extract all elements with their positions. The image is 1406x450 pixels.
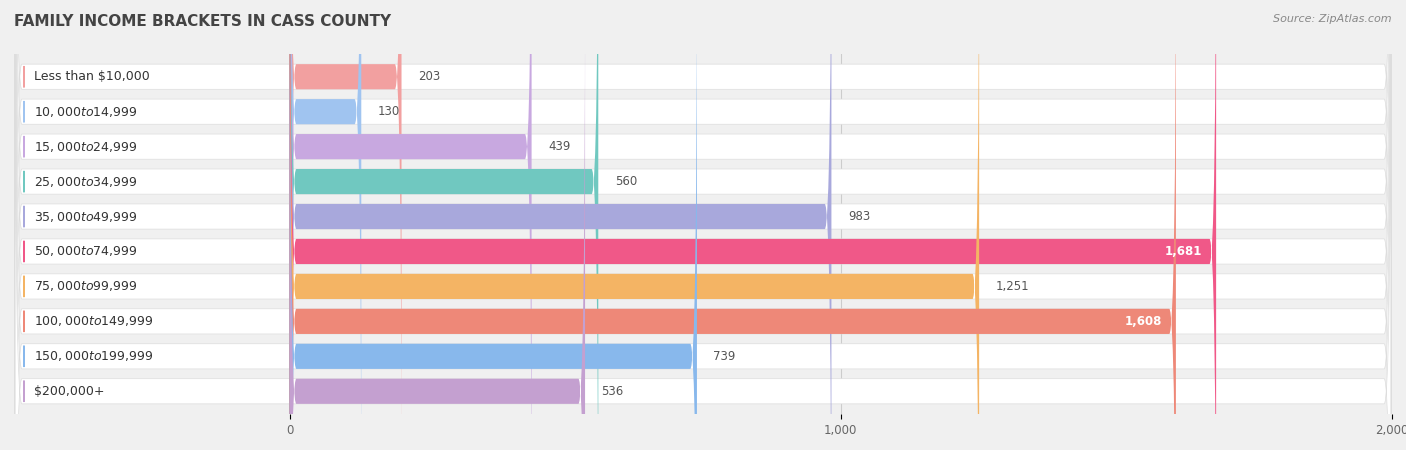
- FancyBboxPatch shape: [15, 0, 1391, 450]
- Text: $25,000 to $34,999: $25,000 to $34,999: [34, 175, 138, 189]
- Text: $35,000 to $49,999: $35,000 to $49,999: [34, 210, 138, 224]
- FancyBboxPatch shape: [15, 0, 1391, 450]
- Text: $75,000 to $99,999: $75,000 to $99,999: [34, 279, 138, 293]
- FancyBboxPatch shape: [15, 0, 1391, 450]
- Text: 536: 536: [602, 385, 624, 398]
- FancyBboxPatch shape: [290, 0, 585, 450]
- FancyBboxPatch shape: [290, 0, 531, 450]
- FancyBboxPatch shape: [290, 0, 697, 450]
- Text: 1,251: 1,251: [995, 280, 1029, 293]
- FancyBboxPatch shape: [290, 0, 1216, 450]
- FancyBboxPatch shape: [290, 0, 1175, 450]
- Text: 439: 439: [548, 140, 571, 153]
- Text: 983: 983: [848, 210, 870, 223]
- FancyBboxPatch shape: [290, 0, 831, 450]
- Text: Source: ZipAtlas.com: Source: ZipAtlas.com: [1274, 14, 1392, 23]
- Text: $10,000 to $14,999: $10,000 to $14,999: [34, 105, 138, 119]
- Text: 739: 739: [713, 350, 735, 363]
- FancyBboxPatch shape: [15, 0, 1391, 450]
- Text: $200,000+: $200,000+: [34, 385, 104, 398]
- FancyBboxPatch shape: [15, 0, 1391, 450]
- Text: 560: 560: [614, 175, 637, 188]
- Text: 1,681: 1,681: [1166, 245, 1202, 258]
- Text: 203: 203: [418, 70, 440, 83]
- Text: $150,000 to $199,999: $150,000 to $199,999: [34, 349, 153, 363]
- Text: $100,000 to $149,999: $100,000 to $149,999: [34, 315, 153, 328]
- FancyBboxPatch shape: [290, 0, 402, 450]
- FancyBboxPatch shape: [15, 0, 1391, 450]
- Text: FAMILY INCOME BRACKETS IN CASS COUNTY: FAMILY INCOME BRACKETS IN CASS COUNTY: [14, 14, 391, 28]
- FancyBboxPatch shape: [15, 0, 1391, 450]
- FancyBboxPatch shape: [15, 0, 1391, 450]
- FancyBboxPatch shape: [15, 0, 1391, 450]
- FancyBboxPatch shape: [290, 0, 599, 450]
- Text: $15,000 to $24,999: $15,000 to $24,999: [34, 140, 138, 153]
- FancyBboxPatch shape: [290, 0, 979, 450]
- Text: $50,000 to $74,999: $50,000 to $74,999: [34, 244, 138, 258]
- Text: Less than $10,000: Less than $10,000: [34, 70, 149, 83]
- Text: 130: 130: [378, 105, 401, 118]
- FancyBboxPatch shape: [290, 0, 361, 450]
- FancyBboxPatch shape: [15, 0, 1391, 450]
- Text: 1,608: 1,608: [1125, 315, 1163, 328]
